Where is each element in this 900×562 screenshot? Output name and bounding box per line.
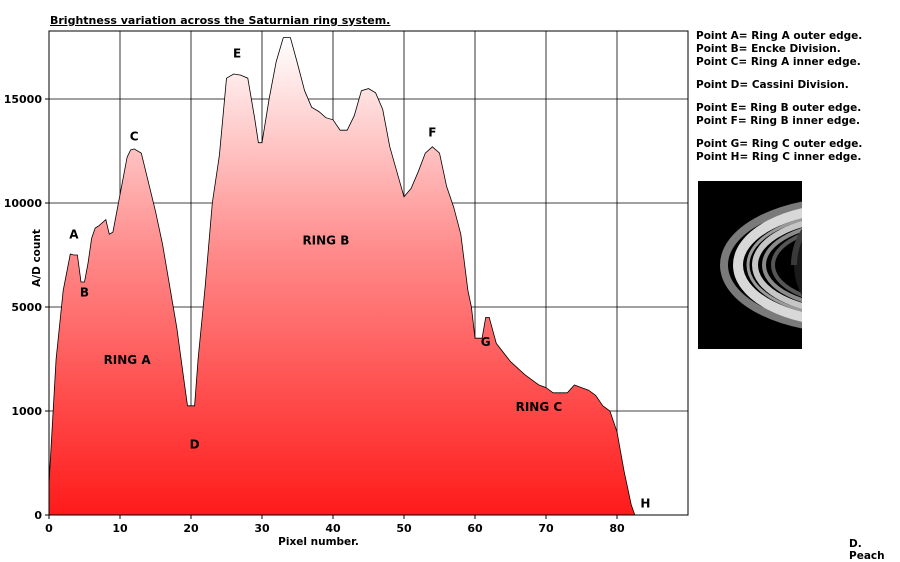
x-tick-label: 0 (45, 522, 53, 535)
y-axis: 0 1000 5000 10000 15000 (4, 93, 49, 522)
annotation-e: E (233, 46, 241, 60)
x-tick-label: 50 (396, 522, 412, 535)
legend-point-c: Point C= Ring A inner edge. (696, 56, 861, 68)
x-tick-label: 80 (609, 522, 625, 535)
annotations: A B C D E F G H RING A RING B RING C (69, 46, 650, 510)
ring-brightness-chart: 0 10 20 30 40 50 60 70 80 0 1000 5000 10000 15000 A B… (4, 30, 689, 548)
x-axis: 0 10 20 30 40 50 60 70 80 (45, 515, 625, 535)
annotation-d: D (190, 437, 200, 451)
y-tick-label: 10000 (4, 197, 43, 210)
x-tick-label: 20 (183, 522, 199, 535)
legend-point-h: Point H= Ring C inner edge. (696, 151, 862, 163)
y-tick-label: 15000 (4, 93, 43, 106)
x-tick-label: 30 (254, 522, 270, 535)
brightness-area (48, 37, 636, 516)
annotation-ring-a: RING A (104, 353, 152, 367)
annotation-g: G (481, 335, 491, 349)
legend-point-a: Point A= Ring A outer edge. (696, 30, 863, 42)
legend-point-g: Point G= Ring C outer edge. (696, 138, 863, 150)
x-tick-label: 40 (325, 522, 341, 535)
y-tick-label: 5000 (11, 301, 42, 314)
x-tick-label: 10 (112, 522, 128, 535)
annotation-a: A (69, 227, 79, 241)
saturn-rings-image (698, 181, 802, 349)
legend-point-d: Point D= Cassini Division. (696, 79, 849, 91)
annotation-h: H (640, 497, 650, 511)
credit: D. Peach (849, 538, 885, 562)
x-tick-label: 60 (467, 522, 483, 535)
x-tick-label: 70 (538, 522, 554, 535)
annotation-f: F (428, 125, 436, 139)
x-axis-title: Pixel number. (278, 536, 359, 548)
y-tick-label: 0 (34, 509, 42, 522)
plot-frame (48, 30, 689, 516)
annotation-c: C (130, 130, 139, 144)
y-axis-title: A/D count (31, 229, 43, 287)
y-tick-label: 1000 (11, 405, 42, 418)
annotation-ring-c: RING C (516, 400, 563, 414)
legend-point-f: Point F= Ring B inner edge. (696, 115, 861, 127)
annotation-ring-b: RING B (302, 234, 349, 248)
annotation-b: B (80, 286, 89, 300)
chart-title: Brightness variation across the Saturnia… (50, 14, 391, 27)
legend-point-e: Point E= Ring B outer edge. (696, 102, 862, 114)
legend: Point A= Ring A outer edge. Point B= Enc… (696, 30, 862, 164)
legend-point-b: Point B= Encke Division. (696, 43, 841, 55)
saturn-rings-drawing (720, 201, 802, 329)
